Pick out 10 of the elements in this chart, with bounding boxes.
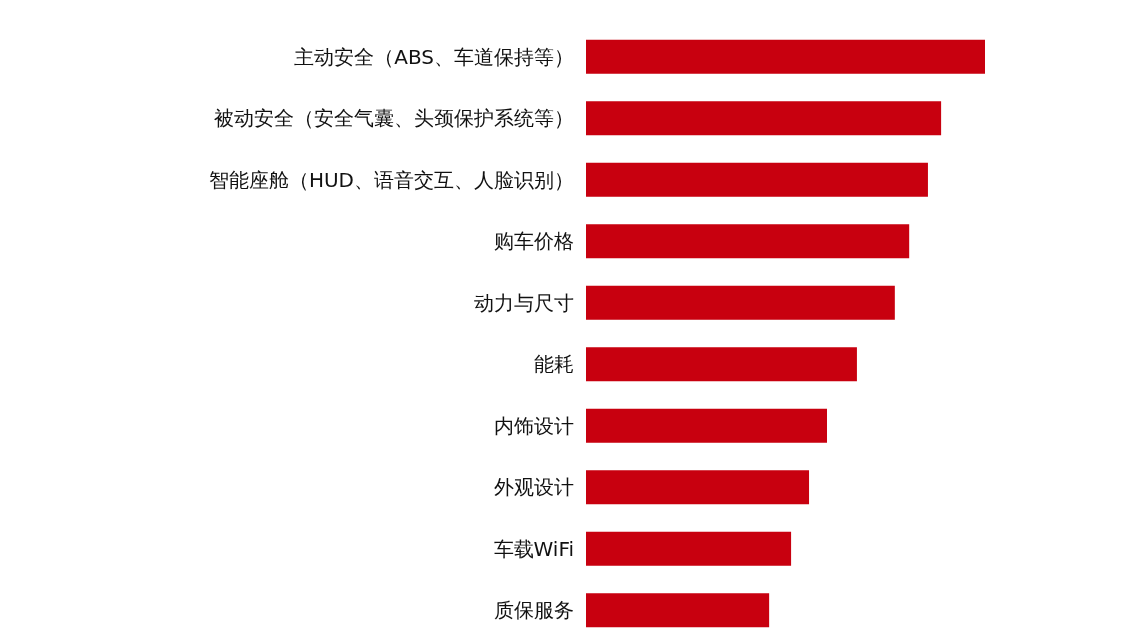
y-tick-label: 被动安全（安全气囊、头颈保护系统等） [214,106,574,131]
y-tick-label: 动力与尺寸 [474,290,574,315]
y-tick-label: 能耗 [534,352,574,377]
y-tick-label: 内饰设计 [494,413,574,438]
y-tick-label: 主动安全（ABS、车道保持等） [294,44,574,69]
y-tick-label: 外观设计 [494,475,574,500]
y-tick-label: 质保服务 [494,598,574,623]
y-tick-label: 车载WiFi [493,536,574,561]
y-tick-label: 购车价格 [494,229,574,254]
y-tick-label: 智能座舱（HUD、语音交互、人脸识别） [208,167,574,192]
